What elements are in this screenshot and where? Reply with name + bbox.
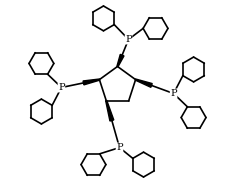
Polygon shape (135, 79, 152, 87)
Text: P: P (125, 35, 132, 44)
Polygon shape (117, 54, 124, 67)
Text: P: P (170, 89, 177, 98)
Text: P: P (58, 83, 65, 92)
Polygon shape (83, 79, 100, 85)
Text: P: P (116, 143, 123, 152)
Polygon shape (106, 101, 114, 121)
